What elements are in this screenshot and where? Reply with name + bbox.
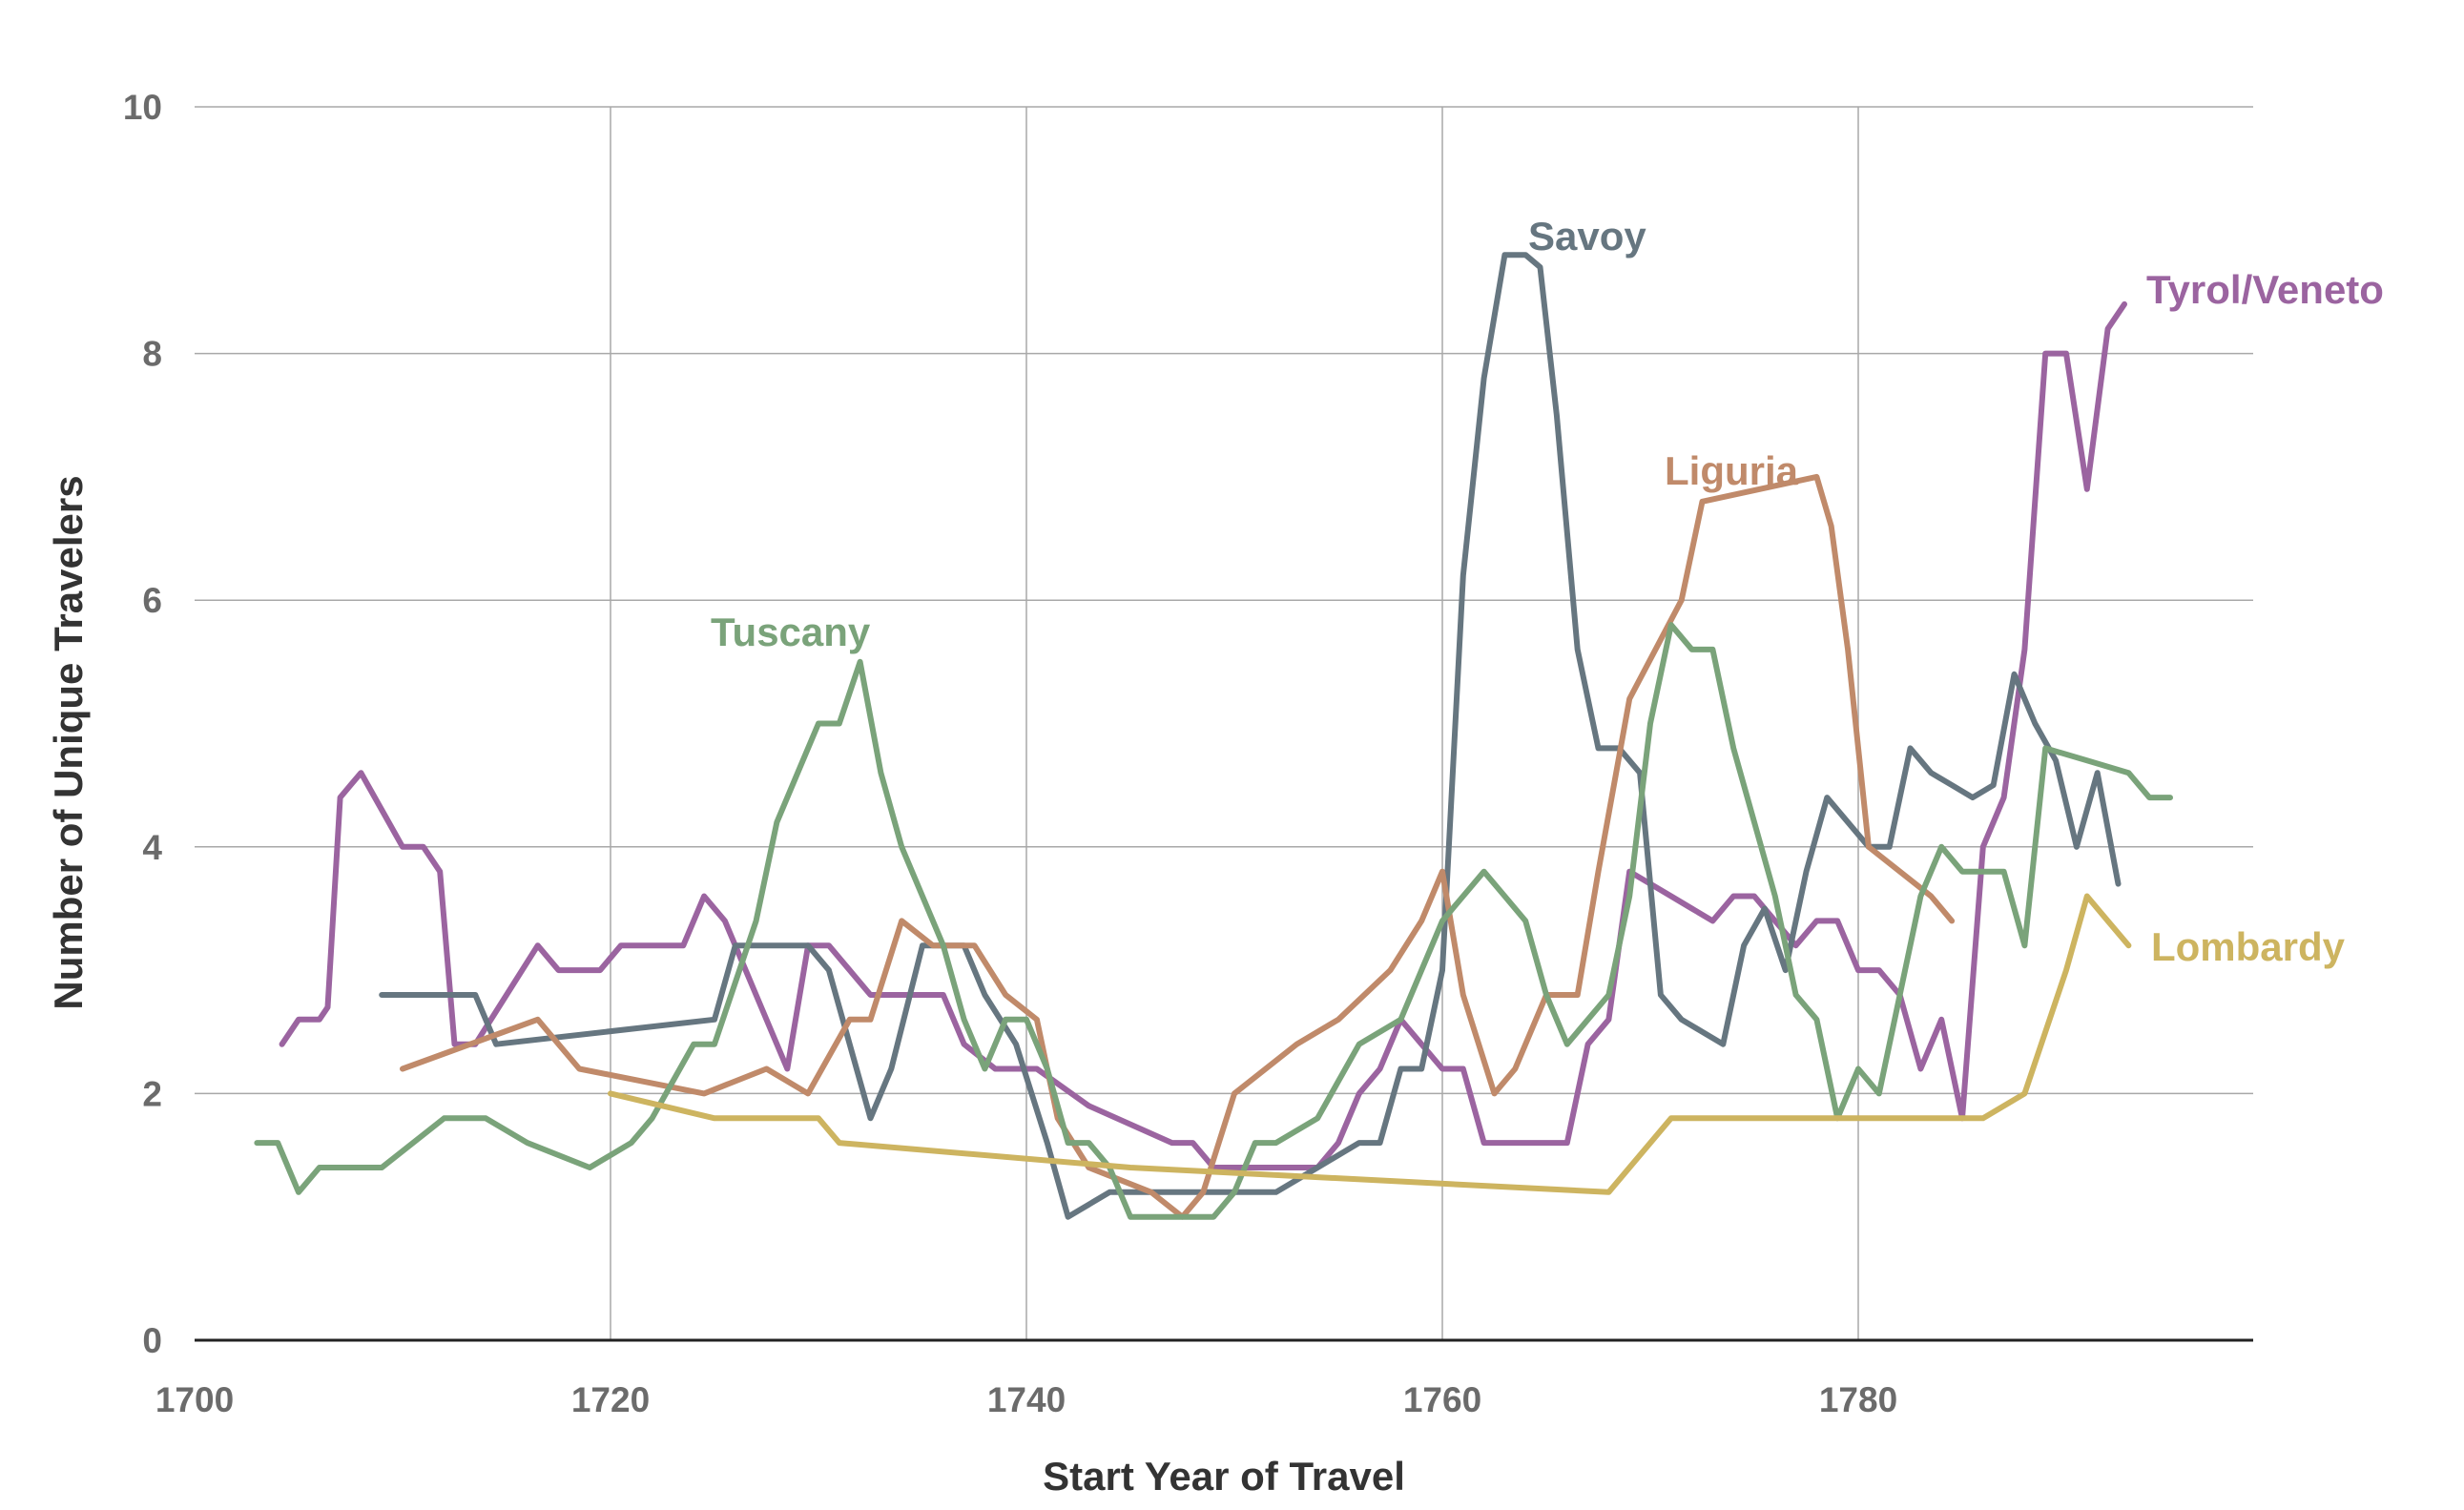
x-tick-label: 1700 xyxy=(155,1380,234,1419)
y-tick-label: 6 xyxy=(142,581,162,620)
series-label-tyrol-veneto: Tyrol/Veneto xyxy=(2146,267,2384,312)
y-tick-label: 4 xyxy=(142,828,162,867)
series-label-liguria: Liguria xyxy=(1665,448,1799,493)
x-axis-title: Start Year of Travel xyxy=(1043,1454,1405,1499)
series-line-liguria xyxy=(400,473,1956,1220)
x-tick-label: 1780 xyxy=(1819,1380,1897,1419)
y-tick-label: 10 xyxy=(123,88,162,127)
series-labels: Tyrol/Veneto Savoy Liguria Tuscany Lombardy xyxy=(711,214,2384,969)
grid xyxy=(195,106,2253,1340)
x-tick-label: 1720 xyxy=(571,1380,650,1419)
tick-labels: 0 2 4 6 8 10 1700 1720 1740 1760 1780 xyxy=(123,88,1897,1419)
x-tick-label: 1740 xyxy=(987,1380,1066,1419)
x-tick-label: 1760 xyxy=(1403,1380,1481,1419)
series-label-lombardy: Lombardy xyxy=(2151,924,2346,969)
series-line-tyrol-veneto xyxy=(279,300,2127,1170)
series-label-tuscany: Tuscany xyxy=(711,610,871,654)
series-lines xyxy=(254,252,2173,1220)
y-tick-label: 0 xyxy=(142,1321,162,1360)
series-line-lombardy xyxy=(608,893,2132,1195)
y-tick-label: 8 xyxy=(142,335,162,374)
y-tick-label: 2 xyxy=(142,1074,162,1113)
series-label-savoy: Savoy xyxy=(1528,214,1646,259)
y-axis-title: Number of Unique Travelers xyxy=(46,475,91,1009)
series-line-tuscany xyxy=(254,622,2173,1220)
